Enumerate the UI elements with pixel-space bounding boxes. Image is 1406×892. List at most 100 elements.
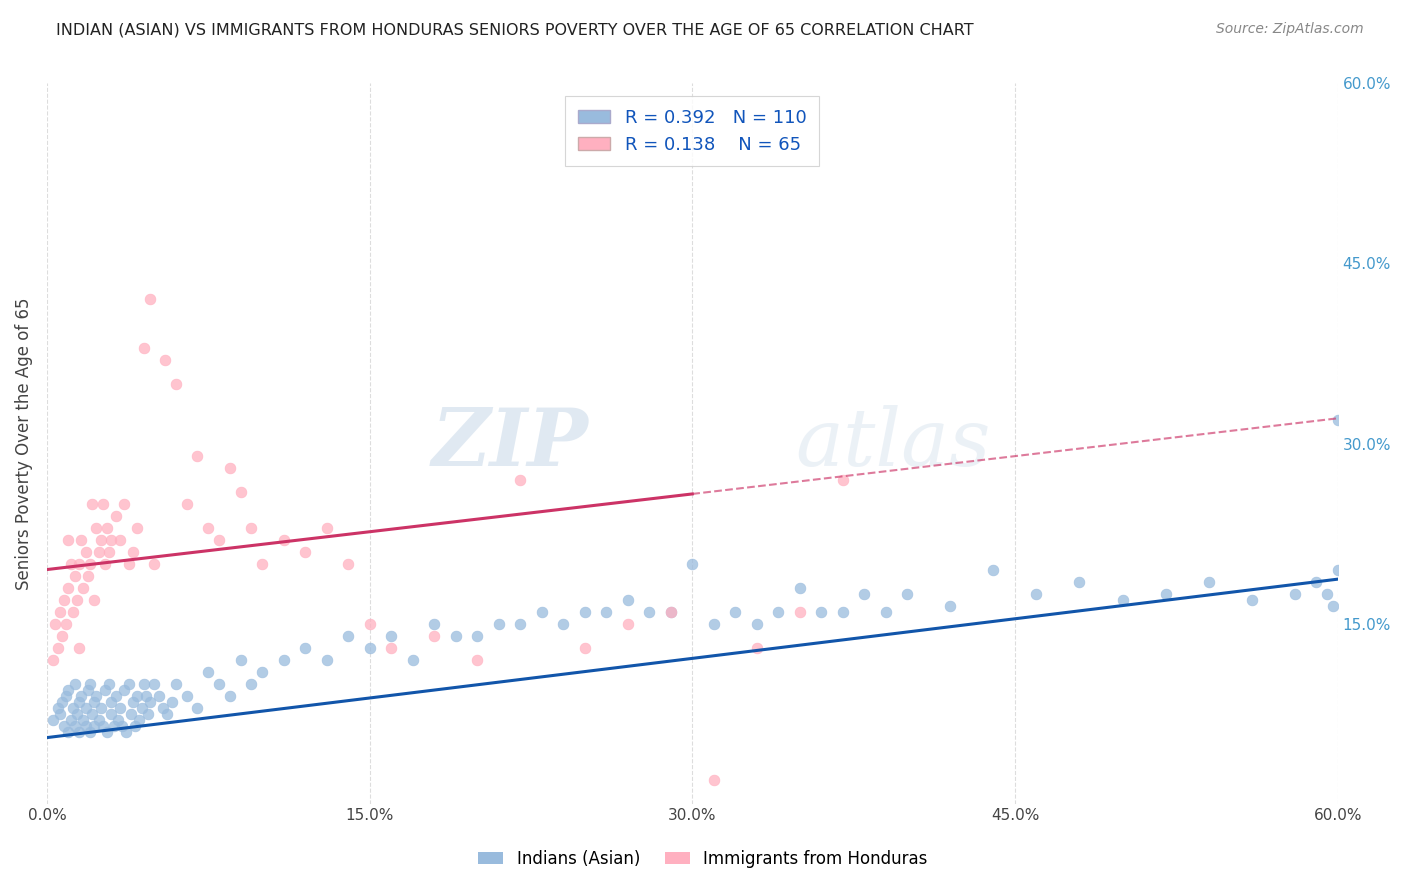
Point (75, 718, 97, 732)
Point (107, 713, 129, 727)
Point (80, 497, 103, 511)
Point (509, 616, 531, 631)
Point (46, 700, 69, 714)
Legend: R = 0.392   N = 110, R = 0.138    N = 65: R = 0.392 N = 110, R = 0.138 N = 65 (565, 96, 820, 167)
Point (139, 293, 162, 307)
Point (132, 341, 155, 355)
Point (87, 713, 110, 727)
Point (53, 592, 76, 607)
Point (127, 520, 149, 534)
Point (59, 557, 82, 571)
Point (616, 616, 638, 631)
Point (1316, 586, 1339, 600)
Point (42, 652, 65, 666)
Point (638, 605, 661, 619)
Point (444, 629, 467, 643)
Point (465, 652, 488, 666)
Point (79, 724, 101, 739)
Point (1111, 592, 1133, 607)
Point (58, 581, 80, 595)
Point (401, 652, 423, 666)
Point (62, 700, 84, 714)
Point (55, 689, 77, 703)
Point (139, 695, 162, 709)
Point (94, 682, 117, 697)
Point (488, 616, 510, 631)
Point (659, 605, 682, 619)
Point (1069, 574, 1091, 589)
Point (44, 616, 66, 631)
Point (218, 460, 240, 475)
Point (176, 497, 198, 511)
Point (67, 640, 90, 655)
Point (96, 520, 118, 534)
Point (465, 629, 488, 643)
Point (83, 718, 105, 732)
Point (831, 605, 853, 619)
Point (132, 676, 155, 690)
Text: ZIP: ZIP (432, 405, 589, 483)
Point (197, 665, 219, 679)
Point (983, 563, 1005, 577)
Point (42, 713, 65, 727)
Point (63, 676, 86, 690)
Point (122, 695, 145, 709)
Point (112, 497, 135, 511)
Point (789, 605, 811, 619)
Point (108, 533, 131, 547)
Point (359, 640, 381, 655)
Point (131, 700, 153, 714)
Point (91, 497, 114, 511)
Point (553, 616, 575, 631)
Point (103, 718, 125, 732)
Point (100, 706, 122, 721)
Point (58, 724, 80, 739)
Point (115, 724, 138, 739)
Point (90, 533, 112, 547)
Point (120, 706, 142, 721)
Point (96, 724, 118, 739)
Point (59, 713, 82, 727)
Point (152, 700, 174, 714)
Point (67, 695, 90, 709)
Point (83, 592, 105, 607)
Point (165, 676, 187, 690)
Point (86, 689, 108, 703)
Point (273, 533, 295, 547)
Point (745, 616, 768, 631)
Point (94, 557, 117, 571)
Point (380, 640, 402, 655)
Point (745, 640, 768, 655)
Point (294, 544, 316, 558)
Point (1154, 586, 1177, 600)
Point (1198, 574, 1220, 589)
Point (83, 695, 105, 709)
Point (1326, 563, 1348, 577)
Point (143, 676, 166, 690)
Point (1322, 599, 1344, 613)
Point (79, 557, 101, 571)
Point (337, 629, 360, 643)
Point (1240, 592, 1263, 607)
Point (111, 718, 134, 732)
Point (574, 605, 596, 619)
Point (160, 695, 183, 709)
Point (156, 706, 179, 721)
Point (100, 533, 122, 547)
Text: Source: ZipAtlas.com: Source: ZipAtlas.com (1216, 22, 1364, 37)
Point (70, 533, 93, 547)
Point (128, 713, 150, 727)
Point (86, 520, 108, 534)
Point (896, 586, 918, 600)
Point (66, 592, 89, 607)
Point (98, 676, 121, 690)
Point (294, 640, 316, 655)
Point (58, 682, 80, 697)
Point (218, 689, 240, 703)
Point (80, 706, 103, 721)
Point (186, 449, 208, 463)
Point (509, 473, 531, 487)
Point (67, 557, 90, 571)
Point (58, 533, 80, 547)
Legend: Indians (Asian), Immigrants from Honduras: Indians (Asian), Immigrants from Hondura… (471, 844, 935, 875)
